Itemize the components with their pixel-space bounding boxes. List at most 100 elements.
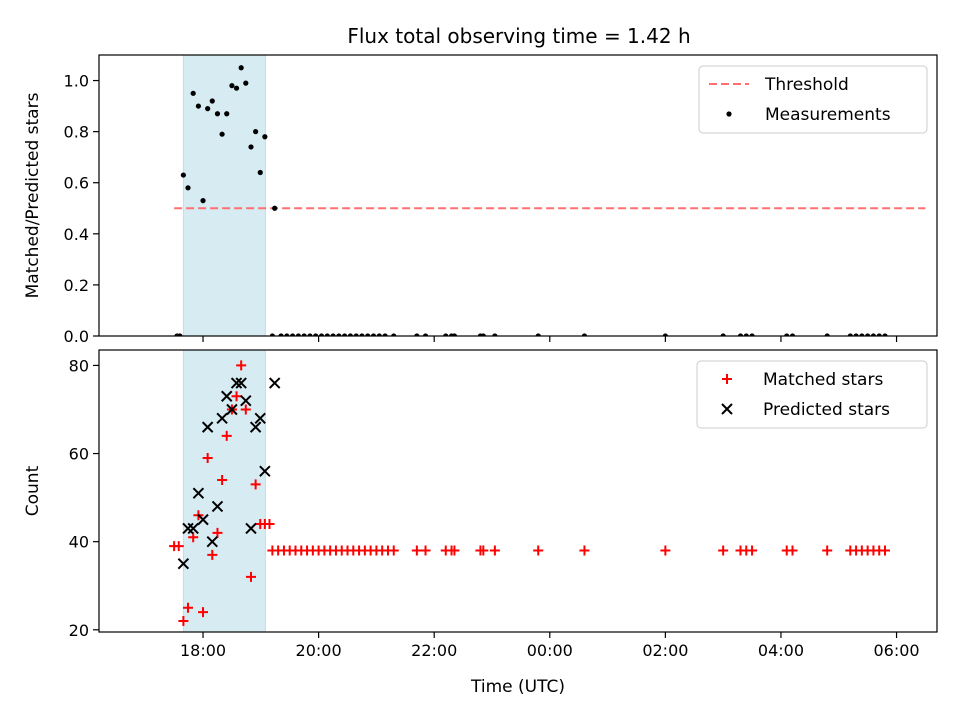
x-tick-label: 00:00: [527, 641, 573, 660]
x-tick-label: 20:00: [296, 641, 342, 660]
predicted-star-point: [206, 535, 218, 548]
measurement-point: [342, 333, 348, 336]
measurement-point: [422, 333, 429, 336]
matched-star-point: [388, 545, 399, 556]
matched-star-point: [579, 545, 590, 556]
measurement-point: [720, 333, 726, 336]
measurement-point: [347, 333, 353, 336]
chart-title: Flux total observing time = 1.42 h: [347, 24, 690, 48]
y-tick-label: 0.0: [64, 327, 89, 346]
predicted-star-point: [216, 412, 228, 425]
matched-star-point: [420, 545, 431, 556]
measurement-point: [365, 333, 371, 336]
bottom-panel: 18:00 20:00 22:00 00:00 02:00 04:00 06:00 20 40 6…: [23, 349, 938, 660]
measurement-point: [253, 129, 259, 135]
predicted-star-point: [230, 377, 243, 389]
measurement-point: [180, 172, 186, 178]
measurement-point: [224, 111, 230, 117]
matched-star-point: [660, 545, 671, 556]
x-tick-label: 22:00: [411, 641, 457, 660]
measurement-point: [200, 198, 206, 204]
measurement-point: [870, 333, 877, 336]
matched-star-point: [173, 541, 184, 552]
predicted-star-point: [192, 487, 205, 499]
measurement-point: [581, 333, 588, 336]
matched-star-point: [449, 545, 460, 556]
measurement-point: [336, 333, 342, 336]
measurement-point: [330, 333, 336, 336]
measurement-point: [262, 134, 268, 140]
measurement-point: [370, 333, 377, 336]
measurement-point: [185, 185, 191, 191]
measurement-point: [243, 80, 249, 86]
predicted-star-point: [177, 557, 190, 570]
measurement-point: [248, 144, 254, 150]
matched-star-point: [822, 545, 833, 556]
predicted-star-point: [197, 513, 209, 526]
measurement-point: [824, 333, 830, 336]
measurement-point: [480, 333, 486, 336]
measurement-point: [492, 333, 498, 336]
matched-star-point: [231, 391, 242, 402]
predicted-star-point: [254, 412, 266, 425]
measurement-point: [214, 111, 221, 117]
measurement-point: [859, 333, 865, 336]
matched-star-point: [198, 607, 209, 618]
legend-matched-swatch: [722, 374, 732, 384]
measurement-point: [535, 333, 541, 336]
x-tick-label: 02:00: [642, 641, 688, 660]
matched-star-point: [264, 519, 275, 530]
predicted-star-point: [240, 394, 252, 407]
y-axis-label: Count: [23, 465, 43, 516]
x-axis-label: Time (UTC): [470, 677, 565, 697]
matched-star-point: [240, 404, 251, 415]
measurement-point: [784, 333, 790, 336]
matched-star-point: [411, 545, 422, 556]
legend-predicted-swatch: [721, 403, 733, 415]
measurement-point: [290, 333, 296, 336]
matched-star-point: [178, 615, 189, 626]
measurement-point: [324, 333, 330, 336]
measurement-point: [278, 333, 284, 336]
measurement-point: [307, 333, 313, 336]
measurement-point: [295, 333, 301, 336]
plot-area: [174, 65, 926, 336]
legend-label: Predicted stars: [763, 400, 890, 420]
measurement-point: [882, 333, 888, 336]
measurement-point: [233, 85, 240, 91]
predicted-star-point: [268, 377, 281, 389]
predicted-star-point: [221, 390, 233, 402]
y-tick-label: 0.8: [64, 123, 89, 142]
measurement-point: [359, 333, 365, 336]
matched-star-point: [217, 474, 228, 485]
measurement-point: [847, 333, 853, 336]
measurement-point: [209, 98, 215, 104]
measurement-point: [789, 333, 796, 336]
matched-star-point: [747, 545, 758, 556]
measurement-point: [272, 205, 278, 211]
y-tick-label: 40: [69, 533, 89, 552]
measurement-point: [743, 333, 749, 336]
legend-box: [698, 65, 928, 134]
y-axis-label: Matched/Predicted stars: [23, 92, 43, 298]
matched-star-point: [245, 571, 256, 582]
axes-frame: [98, 54, 938, 337]
x-tick-label: 06:00: [873, 641, 919, 660]
matched-star-point: [489, 545, 500, 556]
predicted-star-point: [211, 500, 224, 513]
legend-box: [696, 360, 928, 429]
predicted-star-point: [187, 522, 199, 535]
plot-area: [169, 360, 890, 626]
matched-star-point: [879, 545, 890, 556]
measurement-point: [301, 333, 307, 336]
measurement-point: [238, 65, 244, 71]
predicted-star-point: [235, 377, 247, 389]
measurement-point: [313, 333, 319, 336]
measurement-point: [376, 333, 382, 336]
legend-label: Measurements: [765, 105, 891, 125]
measurement-point: [190, 90, 196, 96]
observing-window-span: [182, 54, 266, 337]
legend-label: Threshold: [764, 75, 849, 95]
measurement-point: [195, 103, 202, 109]
